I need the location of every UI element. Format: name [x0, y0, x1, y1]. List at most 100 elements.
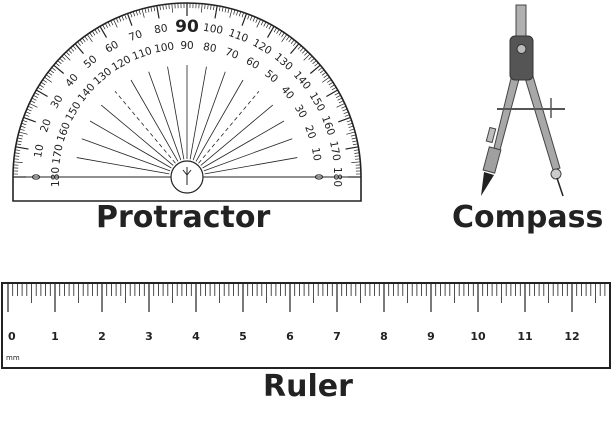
protractor-tick — [141, 8, 145, 18]
compass-right-leg — [521, 65, 561, 171]
ruler-number: 9 — [427, 330, 435, 343]
compass-needle — [556, 177, 564, 197]
protractor-tick — [77, 41, 81, 46]
protractor-center-arrow — [182, 169, 192, 176]
protractor-tick — [113, 19, 118, 28]
protractor-tick — [355, 158, 361, 160]
ruler-number: 5 — [239, 330, 247, 343]
protractor-tick — [31, 97, 37, 101]
protractor-tick — [16, 143, 22, 146]
protractor-tick — [61, 55, 66, 60]
ruler-number: 11 — [517, 330, 532, 343]
ruler-number: 12 — [564, 330, 579, 343]
protractor-tick — [14, 155, 20, 157]
protractor-tick — [336, 103, 345, 108]
protractor-tick — [210, 4, 212, 10]
protractor-tick — [268, 24, 272, 30]
protractor-tick — [351, 137, 357, 140]
protractor-outer-label: 70 — [127, 28, 144, 44]
protractor-ray — [114, 90, 176, 164]
protractor-tick — [42, 79, 48, 83]
protractor-tick — [82, 37, 86, 43]
protractor-tick — [337, 97, 343, 101]
protractor-tick — [33, 95, 38, 98]
protractor-tick — [349, 128, 355, 131]
protractor-tick — [156, 5, 160, 19]
protractor-tick — [309, 64, 321, 74]
protractor-tick — [124, 14, 127, 20]
protractor-tick — [323, 74, 328, 78]
protractor-tick — [352, 143, 358, 146]
protractor-tick — [221, 6, 224, 12]
protractor-tick — [18, 131, 28, 135]
protractor-tick — [312, 60, 317, 65]
protractor-inner-label: 70 — [223, 46, 240, 62]
protractor-outer-label: 30 — [49, 93, 66, 111]
protractor-ray — [192, 71, 226, 161]
protractor-tick — [86, 34, 93, 43]
protractor-ray — [204, 157, 298, 175]
protractor-tick — [286, 36, 290, 41]
protractor-ray — [202, 120, 285, 169]
protractor-tick — [130, 12, 133, 18]
ruler-number: 10 — [470, 330, 486, 343]
protractor-tick — [263, 21, 267, 27]
protractor-ray — [81, 138, 171, 172]
protractor-tick — [24, 114, 30, 117]
protractor-tick — [353, 149, 359, 151]
protractor-tick — [255, 17, 259, 23]
protractor-tick — [224, 7, 227, 13]
protractor-tick — [247, 14, 250, 20]
protractor-tick — [126, 13, 133, 26]
protractor-tick — [266, 26, 275, 38]
protractor-inner-label: 0 — [312, 174, 324, 181]
protractor-tick — [20, 125, 26, 128]
protractor-tick — [227, 8, 230, 14]
protractor-ray — [203, 138, 293, 172]
protractor-tick — [14, 152, 20, 154]
protractor-tick — [326, 79, 332, 83]
protractor-tick — [22, 120, 28, 123]
protractor-outer-label: 180 — [331, 167, 343, 187]
protractor-tick — [16, 140, 22, 143]
protractor-tick — [84, 36, 88, 41]
protractor-tick — [238, 11, 242, 17]
protractor-tick — [91, 30, 96, 36]
protractor-outer-label: 90 — [175, 17, 199, 37]
ruler-number: 3 — [145, 330, 153, 343]
protractor-ray — [195, 79, 244, 162]
protractor-tick — [121, 15, 125, 21]
protractor-tick — [110, 20, 114, 26]
protractor-tick — [26, 108, 32, 112]
protractor-tick — [343, 111, 349, 115]
protractor-tick — [57, 60, 62, 65]
ruler: 0 1 2 3 4 5 6 7 8 9 10 11 12 mm — [1, 282, 611, 369]
protractor-tick — [19, 128, 25, 131]
protractor-outer-label: 100 — [202, 22, 224, 37]
protractor-tick — [29, 103, 38, 108]
protractor-ray — [148, 71, 182, 161]
protractor-tick — [229, 8, 233, 18]
protractor-tick — [72, 45, 77, 50]
protractor-rays — [76, 65, 298, 175]
protractor-tick — [338, 116, 351, 123]
compass-pencil-clip — [485, 126, 497, 144]
protractor-inner-label: 10 — [309, 147, 323, 162]
ruler-number: 0 — [8, 330, 16, 343]
protractor-tick — [341, 105, 347, 109]
protractor-tick — [39, 84, 44, 88]
compass-caption: Compass — [452, 200, 604, 235]
protractor-tick — [144, 8, 147, 14]
protractor-tick — [290, 43, 300, 55]
protractor-tick — [15, 149, 21, 151]
protractor-tick — [278, 30, 283, 36]
protractor-tick — [46, 74, 51, 78]
protractor-tick — [118, 16, 122, 22]
protractor-ray — [89, 120, 172, 169]
protractor-tick — [107, 21, 111, 27]
protractor-tick — [331, 87, 337, 91]
protractor-ray — [198, 90, 260, 164]
ruler-number: 4 — [192, 330, 200, 343]
protractor-ray — [100, 104, 174, 166]
